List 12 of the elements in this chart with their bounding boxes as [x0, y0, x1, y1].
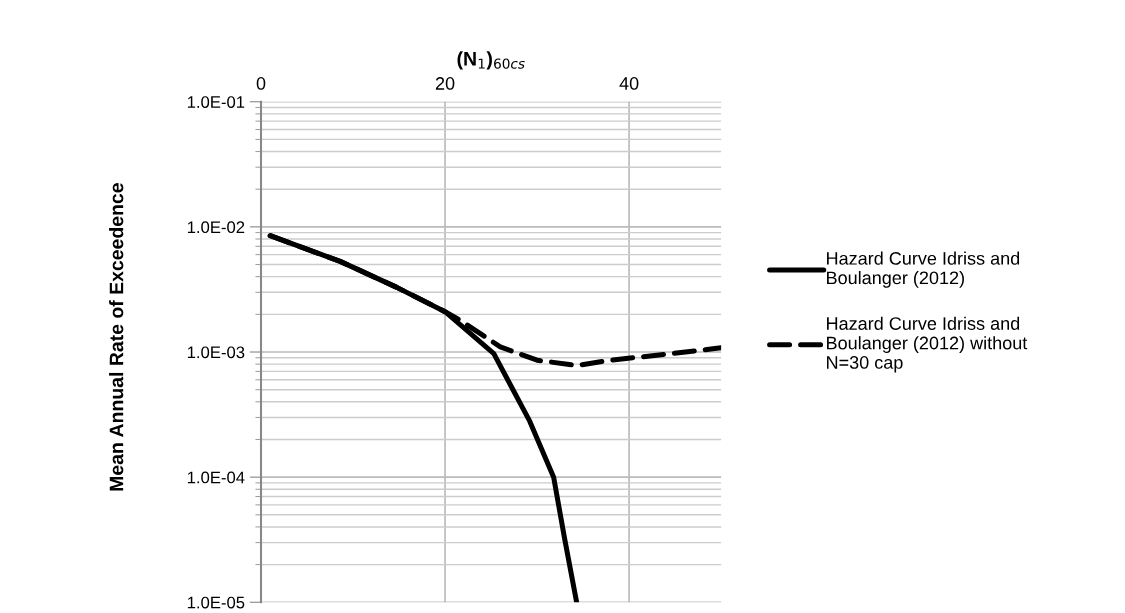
y-tick-label: 1.0E-01 [187, 96, 245, 108]
legend-label: Hazard Curve Idriss and Boulanger (2012) without N=30 cap [827, 316, 1028, 373]
x-tick-label: 0 [256, 77, 266, 90]
legend-label: Hazard Curve Idriss and Boulanger (2012) [827, 251, 1020, 288]
x-tick-label: 20 [435, 77, 455, 90]
x-tick-label: 40 [619, 77, 639, 90]
y-tick-label: 1.0E-04 [187, 471, 245, 484]
y-tick-label: 1.0E-02 [187, 221, 245, 234]
y-axis-title: Mean Annual Rate of Exceedence [109, 183, 124, 491]
y-tick-label: 1.0E-05 [187, 596, 245, 609]
y-tick-label: 1.0E-03 [187, 346, 245, 359]
x-axis-title: (N$_{1}$)$_{60cs}$ [457, 51, 525, 70]
